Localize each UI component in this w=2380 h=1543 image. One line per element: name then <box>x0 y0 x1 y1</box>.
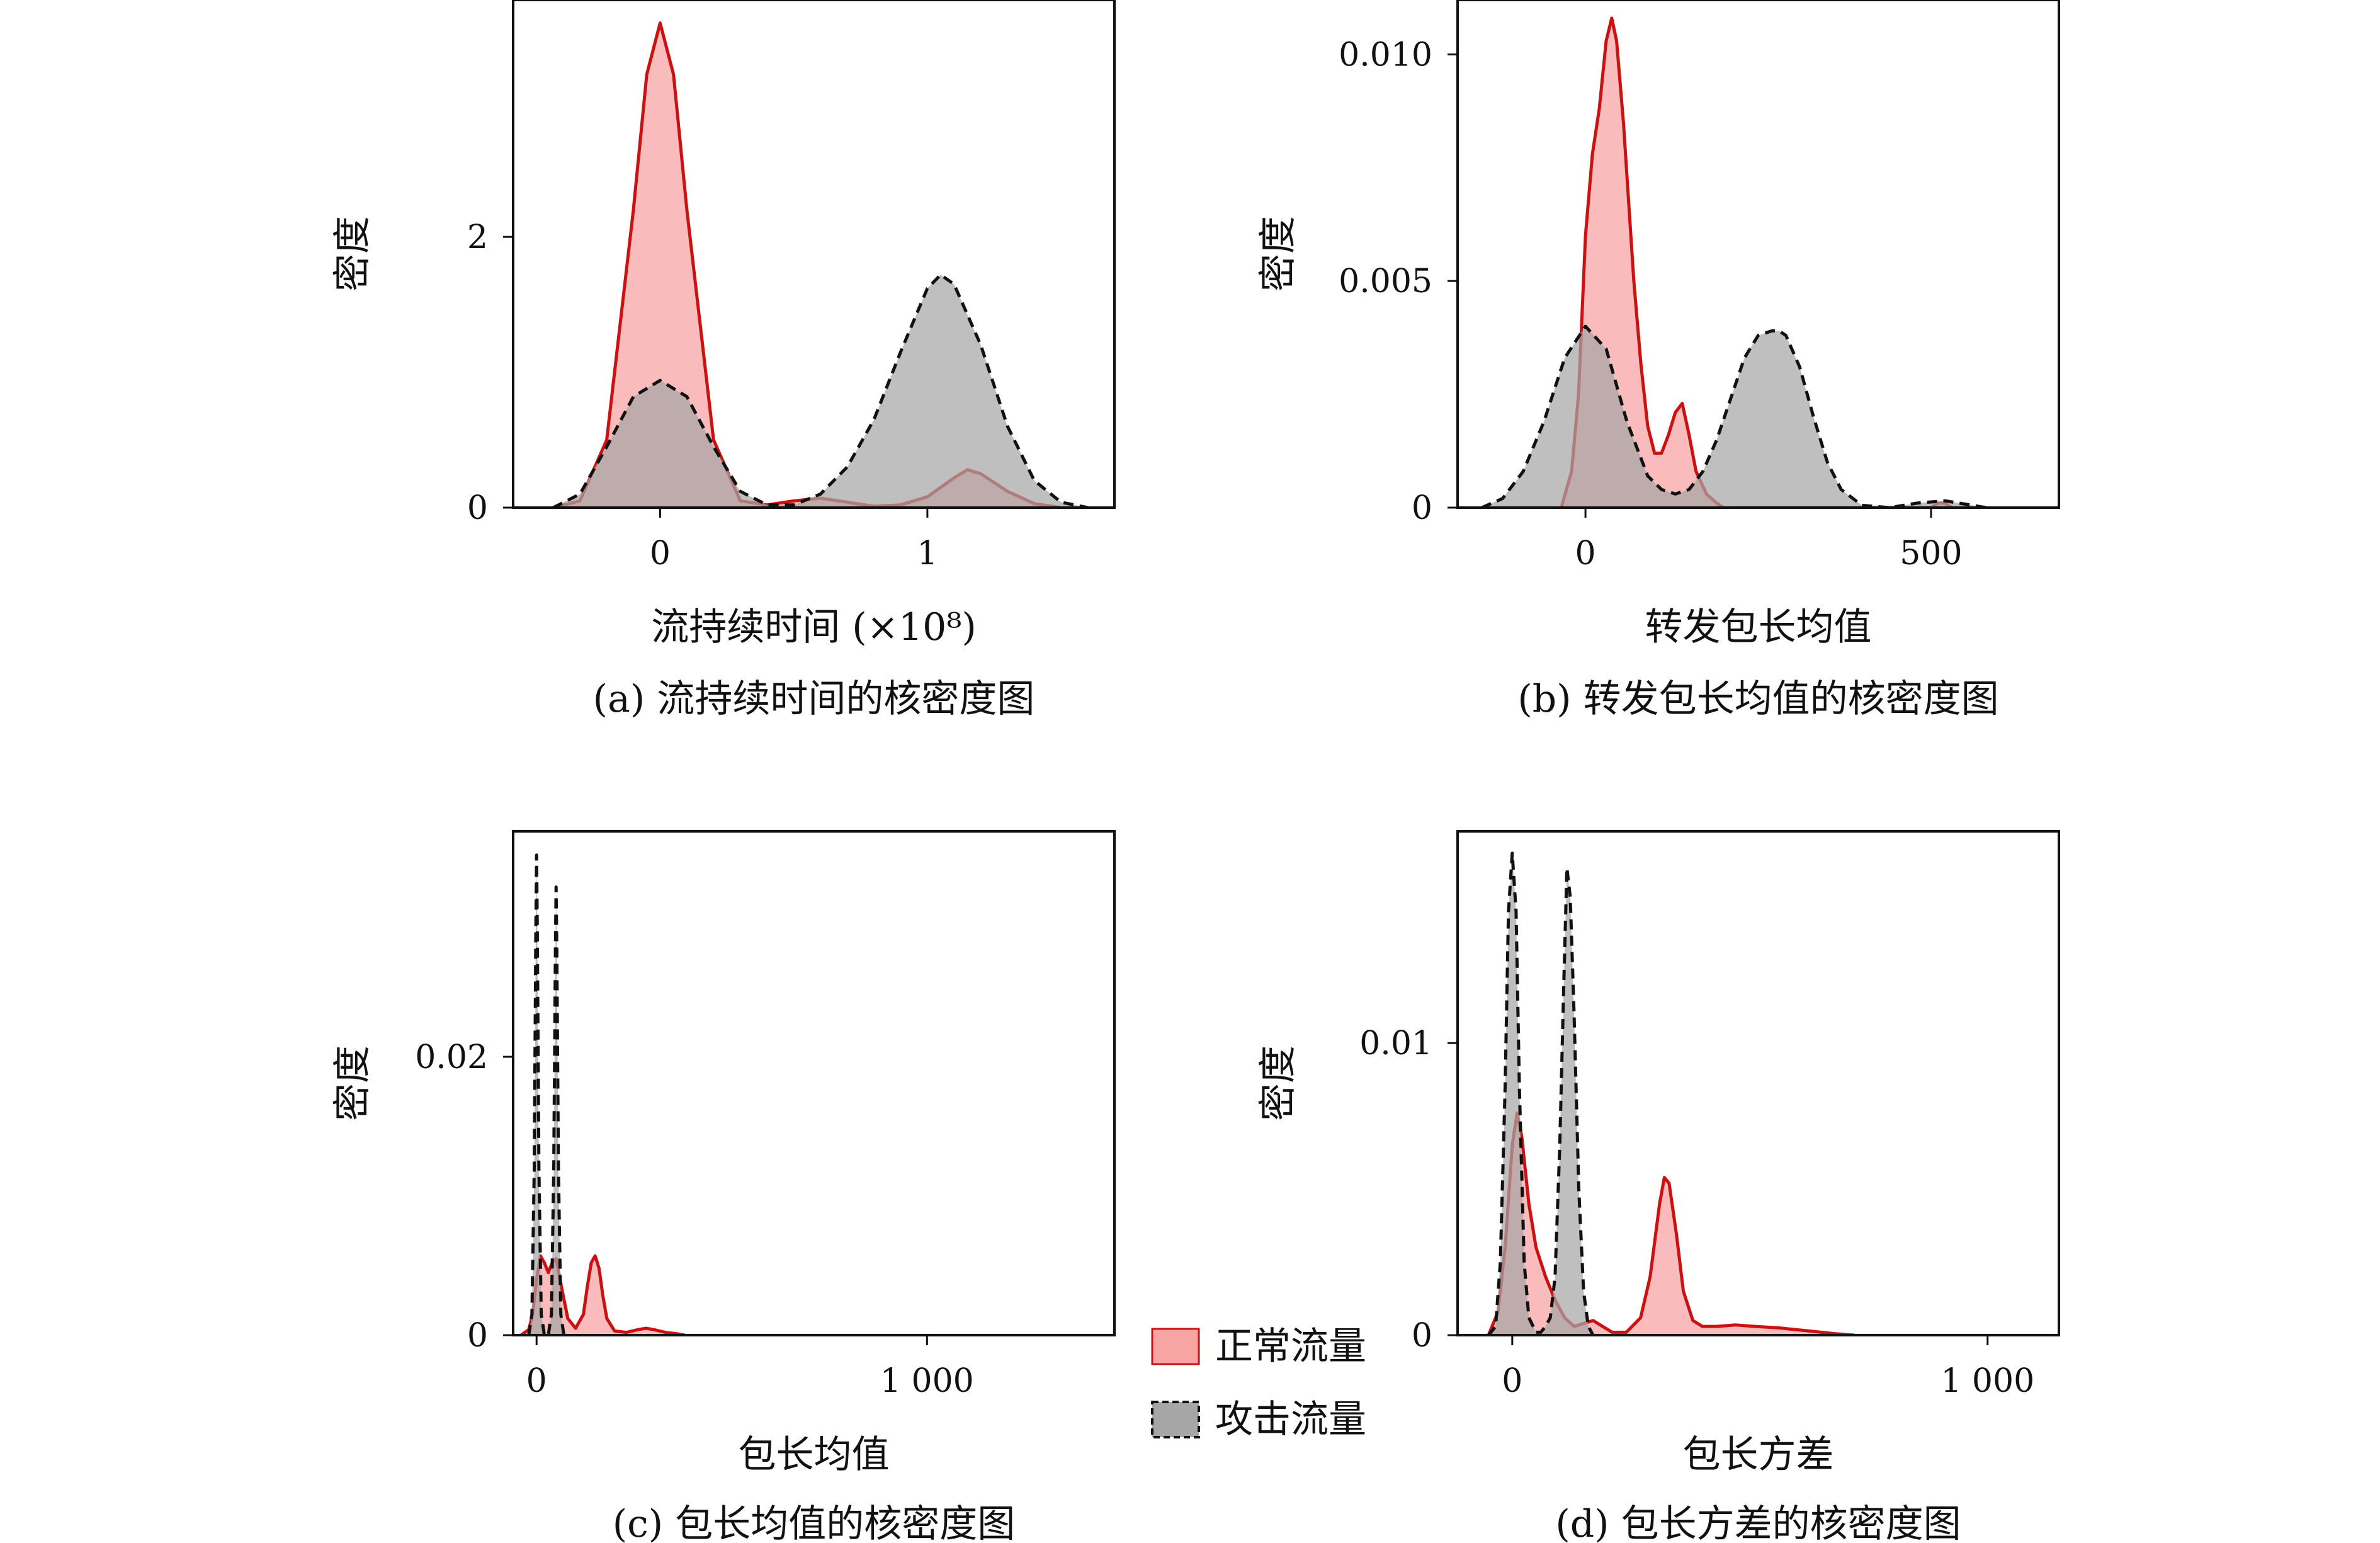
panel-caption: (a) 流持续时间的核密度图 <box>593 677 1035 721</box>
chart-panel-1: 0 1 0 2 流持续时间 (×10⁸) 密度 (a) 流持续时间的核密度图 <box>331 0 1116 721</box>
x-tick-label: 500 <box>1900 535 1962 572</box>
axes-frame <box>512 830 1116 1336</box>
x-tick-label: 0 <box>526 1362 547 1400</box>
x-tick-label: 1 <box>917 535 938 572</box>
legend-label-normal: 正常流量 <box>1215 1324 1366 1369</box>
y-axis-title: 密度 <box>1256 1045 1300 1121</box>
x-axis-title: 包长方差 <box>1683 1433 1834 1477</box>
legend-swatch-attack <box>1151 1401 1200 1438</box>
x-tick-label: 0 <box>650 535 671 572</box>
axes-frame <box>1456 0 2060 509</box>
plot-area <box>552 21 1089 508</box>
y-tick-label: 0 <box>1412 489 1432 527</box>
legend-swatch-normal <box>1151 1328 1200 1365</box>
y-tick-label: 0 <box>1412 1317 1432 1355</box>
x-tick-label: 0 <box>1575 535 1596 572</box>
plot-area <box>519 853 686 1335</box>
panel-caption: (c) 包长均值的核密度图 <box>613 1502 1016 1543</box>
density-line-normal <box>1487 1112 1855 1335</box>
y-axis-title: 密度 <box>1256 216 1300 292</box>
y-tick-label: 0.01 <box>1359 1025 1432 1062</box>
density-area-attack <box>553 275 1088 508</box>
density-line-attack <box>552 273 1089 508</box>
x-tick-label: 1 000 <box>880 1362 974 1400</box>
density-line-attack <box>1481 324 1987 508</box>
x-tick-label: 0 <box>1502 1362 1522 1400</box>
y-axis-title: 密度 <box>331 216 375 292</box>
density-line-normal <box>519 1254 686 1335</box>
x-axis-title: 包长均值 <box>739 1433 890 1477</box>
density-line-attack <box>1487 851 1595 1335</box>
y-tick-label: 2 <box>467 219 488 256</box>
y-tick-label: 0.010 <box>1339 36 1432 74</box>
axes-frame <box>1456 830 2060 1336</box>
y-axis-title: 密度 <box>331 1045 375 1121</box>
y-tick-label: 0.005 <box>1339 263 1432 300</box>
legend: 正常流量 攻击流量 <box>1151 1324 1366 1442</box>
x-axis-title: 转发包长均值 <box>1645 605 1872 649</box>
panel-caption: (d) 包长方差的核密度图 <box>1555 1502 1961 1543</box>
y-tick-label: 0 <box>467 1317 488 1355</box>
chart-panel-3: 0 1 000 0 0.02 包长均值 密度 (c) 包长均值的核密度图 <box>331 830 1116 1543</box>
plot-area <box>1481 16 1987 508</box>
panel-caption: (b) 转发包长均值的核密度图 <box>1517 677 1998 721</box>
legend-label-attack: 攻击流量 <box>1215 1398 1366 1442</box>
density-area-normal <box>1488 1113 1855 1335</box>
chart-panel-4: 0 1 000 0 0.01 包长方差 密度 (d) 包长方差的核密度图 <box>1256 830 2060 1543</box>
axes-frame <box>512 0 1116 509</box>
density-area-attack <box>1488 853 1594 1335</box>
density-line-normal <box>1560 16 1953 508</box>
x-tick-label: 1 000 <box>1941 1362 2034 1400</box>
chart-panel-2: 0 500 0 0.005 0.010 转发包长均值 密度 (b) 转发包长均值的核密度图 <box>1256 0 2060 721</box>
y-tick-label: 0 <box>467 489 488 527</box>
density-area-attack <box>1482 326 1986 508</box>
density-line-attack <box>527 853 566 1335</box>
y-tick-label: 0.02 <box>415 1039 488 1076</box>
x-axis-title: 流持续时间 (×10⁸) <box>651 605 977 649</box>
panels: 0 1 0 2 流持续时间 (×10⁸) 密度 (a) 流持续时间的核密度图 0 500 0 0.0… <box>331 0 2060 1543</box>
density-area-attack <box>528 855 564 1335</box>
plot-area <box>1487 851 1855 1335</box>
